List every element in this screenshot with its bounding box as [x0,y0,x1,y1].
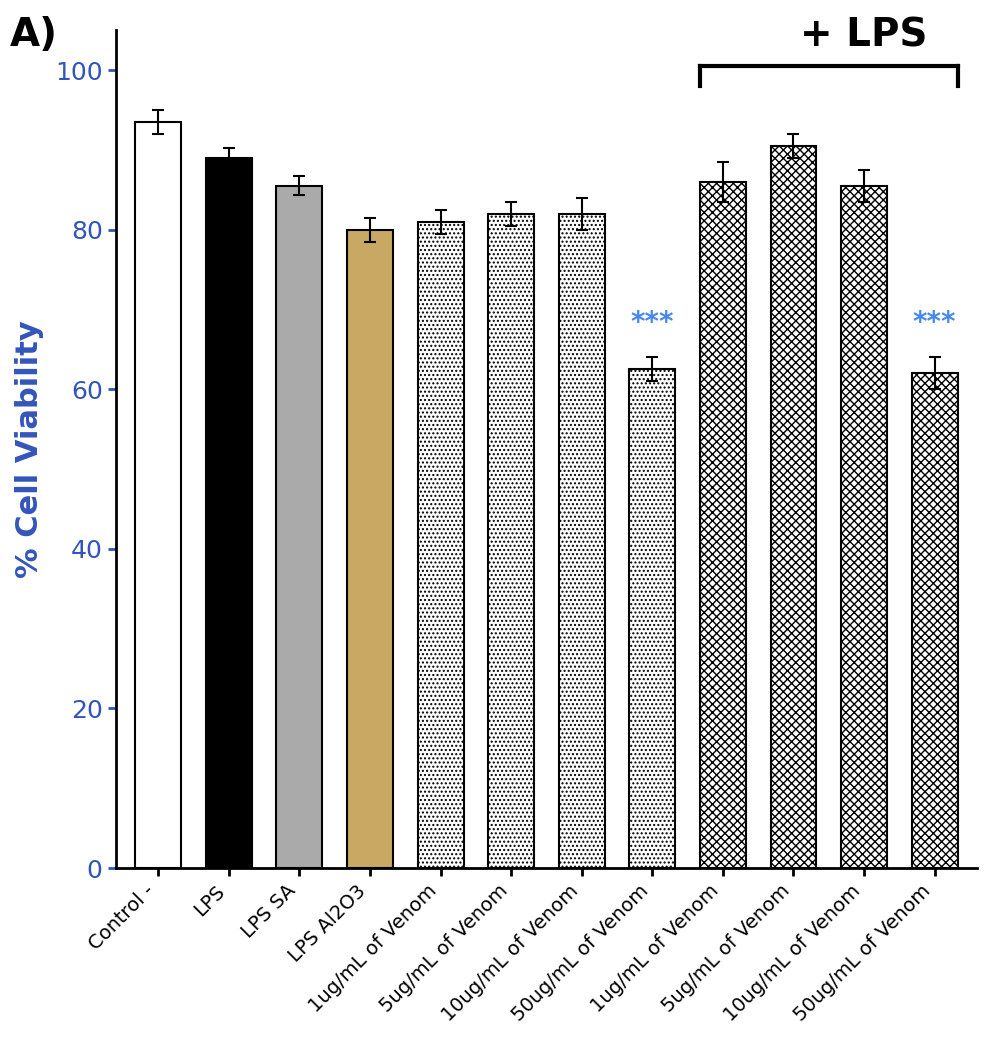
Text: + LPS: + LPS [801,16,928,54]
Bar [700,182,746,868]
Bar [629,369,676,868]
Bar [841,186,887,868]
Bar [277,186,322,868]
Y-axis label: % Cell Viability: % Cell Viability [15,320,44,578]
Bar [347,230,393,868]
Text: ***: *** [631,309,675,337]
Text: A): A) [10,16,58,54]
Bar [771,146,816,868]
Text: ***: *** [913,309,956,337]
Bar [135,122,182,868]
Bar [912,373,957,868]
Bar [206,158,252,868]
Bar [488,213,534,868]
Bar [558,213,605,868]
Bar [418,222,463,868]
